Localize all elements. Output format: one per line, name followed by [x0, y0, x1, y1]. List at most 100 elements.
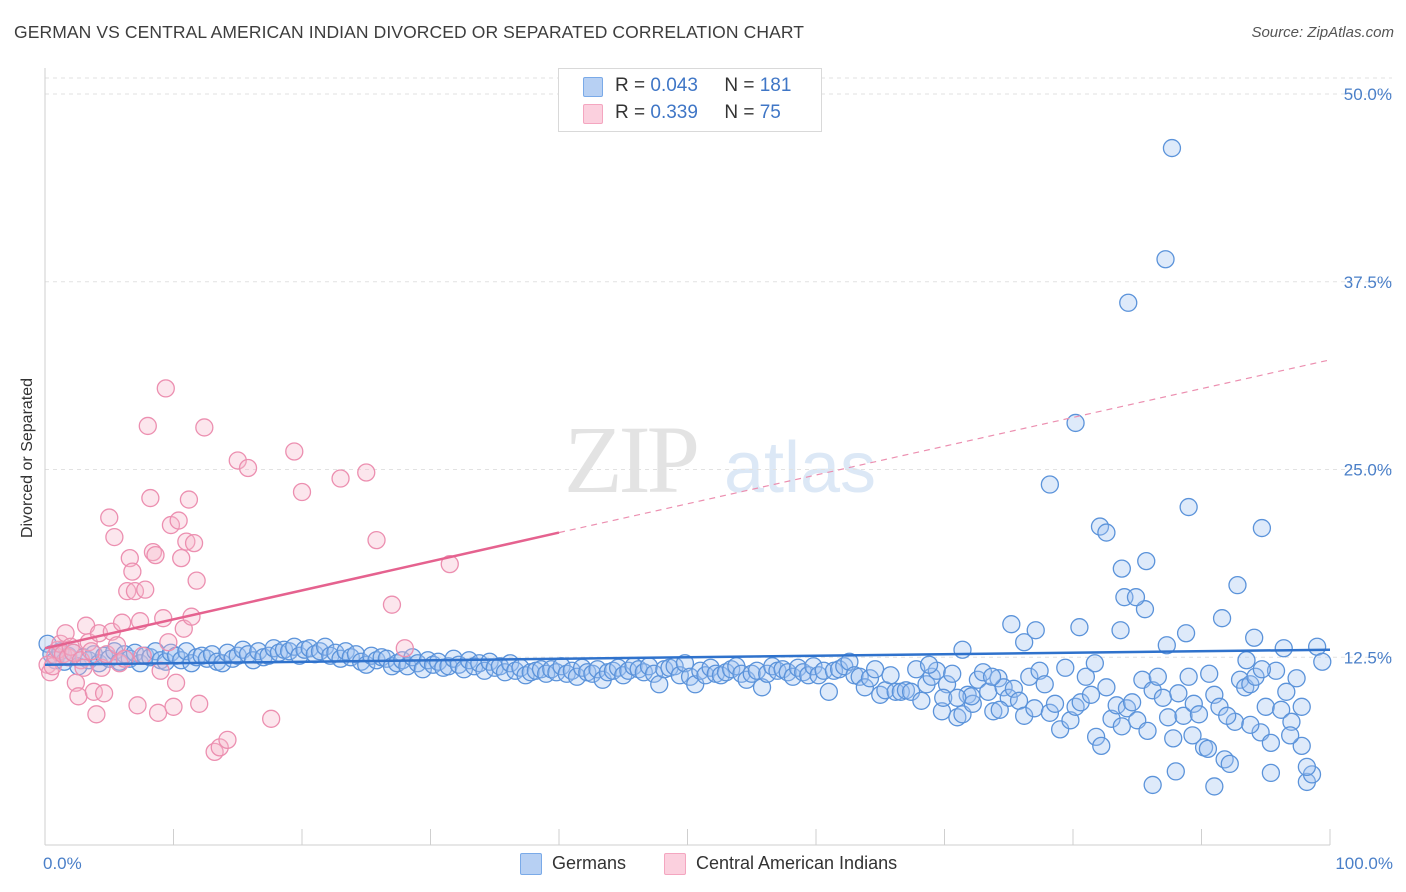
germans-point	[1081, 685, 1101, 704]
germans-point	[1111, 621, 1130, 640]
germans-point	[1137, 551, 1156, 571]
central-american-indians-point	[190, 694, 209, 713]
germans-point	[1061, 711, 1080, 730]
germans-point	[1313, 652, 1332, 671]
central-american-indians-point	[43, 657, 62, 676]
chart-title: GERMAN VS CENTRAL AMERICAN INDIAN DIVORC…	[14, 22, 805, 42]
germans-point	[716, 663, 736, 682]
central-american-indians-point	[440, 554, 459, 574]
germans-point	[1097, 523, 1116, 542]
germans-point	[1297, 757, 1317, 777]
germans-point	[557, 664, 576, 683]
central-american-indians-point	[395, 639, 414, 658]
germans-point	[1169, 684, 1188, 703]
central-american-indians-point	[107, 636, 127, 655]
central-american-indians-point	[66, 673, 85, 692]
germans-trend-line	[44, 648, 1331, 667]
germans-point	[1102, 709, 1121, 728]
y-tick-label: 37.5%	[1344, 273, 1392, 292]
germans-point	[962, 687, 981, 706]
germans-point	[948, 688, 967, 707]
germans-point	[1015, 633, 1034, 652]
germans-point	[1015, 706, 1034, 725]
germans-point	[1026, 621, 1045, 640]
germans-point	[398, 657, 417, 676]
germans-point	[1153, 688, 1173, 707]
legend-n-value: 181	[759, 75, 792, 96]
tick-labels: 12.5% 25.0% 37.5% 50.0% 0.0% 100.0%	[43, 85, 1393, 873]
central-american-indians-point	[177, 532, 196, 551]
central-american-indians-point	[74, 658, 93, 677]
germans-point	[1166, 762, 1185, 781]
germans-point	[1004, 679, 1024, 698]
germans-point	[989, 669, 1008, 688]
central-american-indians-point	[136, 580, 155, 599]
germans-point	[855, 678, 874, 697]
germans-point	[973, 663, 993, 682]
legend-r-label: R =	[615, 102, 646, 123]
germans-point	[934, 688, 953, 707]
germans-point	[840, 652, 859, 671]
germans-point	[172, 651, 191, 670]
germans-point	[990, 700, 1009, 719]
germans-point	[984, 702, 1003, 721]
germans-point	[1020, 667, 1039, 686]
germans-point	[819, 682, 838, 701]
central-american-indians-point	[100, 508, 119, 527]
legend-swatch-germans	[583, 77, 603, 97]
germans-point	[963, 694, 982, 713]
germans-point	[773, 660, 792, 679]
central-american-indians-point	[228, 451, 247, 470]
germans-point	[156, 652, 175, 671]
central-american-indians-point	[210, 738, 229, 757]
germans-point	[865, 660, 885, 679]
y-tick-label: 12.5%	[1344, 648, 1392, 667]
germans-point	[1220, 754, 1239, 774]
germans-point	[1205, 685, 1224, 704]
germans-point	[722, 660, 741, 679]
legend-r-label: R =	[615, 75, 646, 96]
germans-point	[814, 661, 833, 680]
central-american-indians-point	[133, 646, 152, 665]
central-american-indians-point	[97, 645, 116, 664]
central-american-indians-point	[82, 642, 101, 661]
central-american-indians-point	[156, 379, 175, 398]
germans-point	[1174, 706, 1193, 725]
germans-point	[953, 640, 972, 659]
germans-point	[588, 660, 607, 679]
central-american-indians-point	[64, 643, 83, 662]
watermark-zip: ZIP	[564, 406, 697, 513]
germans-point	[1184, 694, 1203, 713]
germans-point	[1228, 576, 1247, 595]
germans-point	[506, 661, 525, 680]
central-american-indians-point	[262, 709, 281, 728]
central-american-indians-point	[146, 545, 165, 565]
germans-point	[1292, 697, 1311, 716]
germans-point	[1122, 693, 1142, 712]
central-american-indians-point	[382, 595, 402, 614]
germans-point	[382, 657, 402, 676]
germans-point	[285, 637, 304, 656]
germans-point	[1282, 712, 1301, 731]
germans-point	[1107, 696, 1126, 715]
germans-point	[686, 675, 705, 694]
legend-r-value: 0.043	[650, 75, 698, 96]
germans-point	[1256, 697, 1275, 716]
germans-point	[1030, 661, 1049, 680]
germans-point	[1281, 726, 1300, 745]
germans-point	[1112, 717, 1131, 736]
central-american-indians-point	[138, 416, 157, 436]
germans-point	[804, 657, 823, 676]
bottom-legend-swatch-central-american-indians	[664, 853, 686, 875]
germans-point	[948, 708, 967, 727]
correlation-legend: R = 0.043 N = 181 R = 0.339 N = 75	[558, 68, 822, 132]
central-american-indians-point	[128, 696, 147, 715]
central-american-indians-point	[151, 661, 170, 680]
central-american-indians-point	[166, 673, 186, 692]
central-american-indians-point	[143, 542, 163, 562]
central-american-indians-point	[172, 548, 191, 568]
central-american-indians-point	[141, 488, 160, 508]
central-american-indians-point	[94, 684, 114, 703]
germans-point	[1237, 651, 1256, 670]
